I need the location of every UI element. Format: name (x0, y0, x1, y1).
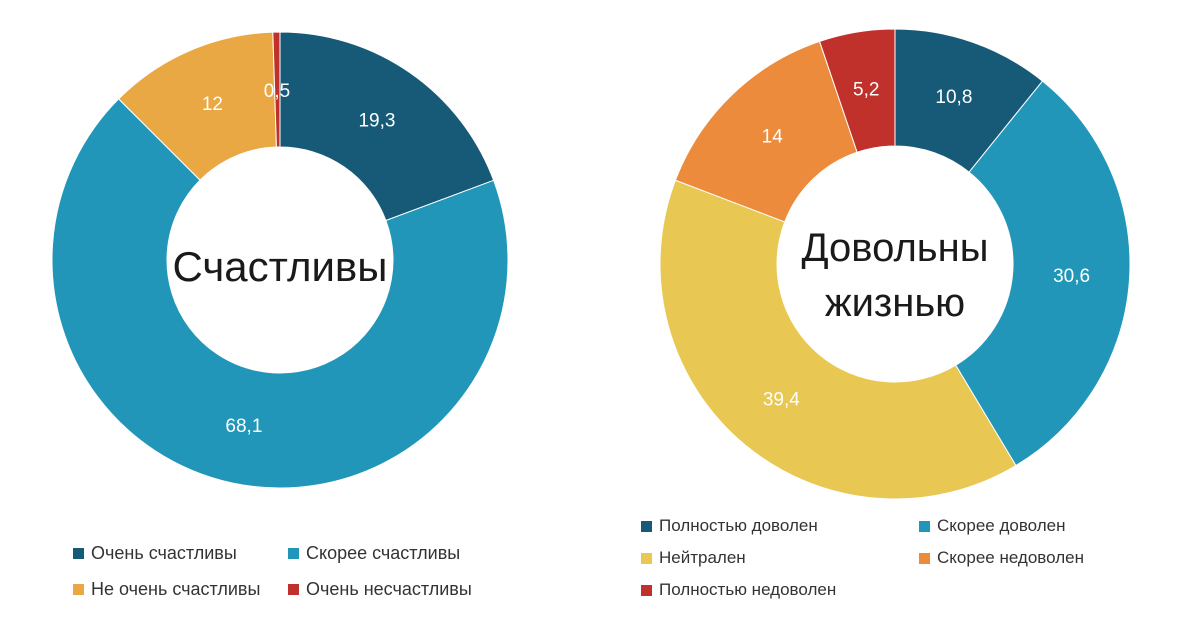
legend-swatch (641, 584, 652, 596)
legend-swatch (641, 520, 652, 532)
legend-entry: Нейтрален (641, 548, 746, 568)
legend-swatch (919, 552, 930, 564)
legend-swatch (288, 548, 299, 559)
legend-swatch (288, 584, 299, 595)
legend-entry: Полностью недоволен (641, 580, 836, 600)
data-label: 0,5 (264, 81, 290, 102)
donut-slice (279, 31, 495, 222)
legend-label: Очень несчастливы (306, 579, 472, 599)
legend-swatch (641, 552, 652, 564)
legend-label: Нейтрален (659, 548, 746, 567)
donut-slice (51, 98, 509, 489)
chart-title: Довольны (802, 226, 989, 270)
donut-slice (659, 179, 1017, 500)
legend-entry: Скорее недоволен (919, 548, 1084, 568)
donut-satisfaction: 10,8 30,6 39,4 14 5,2 Довольны жизнью (659, 28, 1131, 500)
data-label: 10,8 (935, 87, 972, 108)
donut-slice (955, 80, 1131, 467)
donut-slice (818, 28, 896, 153)
legend-entry: Очень счастливы (73, 543, 237, 564)
data-label: 5,2 (853, 79, 879, 100)
chart-title: жизнью (825, 281, 965, 325)
legend-entry: Полностью доволен (641, 516, 818, 536)
legend-label: Полностью доволен (659, 516, 818, 535)
legend-label: Скорее недоволен (937, 548, 1084, 567)
legend-label: Скорее счастливы (306, 543, 461, 563)
legend-label: Очень счастливы (91, 543, 237, 563)
legend-entry: Скорее доволен (919, 516, 1066, 536)
legend-swatch (73, 548, 84, 559)
data-label: 30,6 (1053, 266, 1090, 287)
legend-swatch (919, 520, 930, 532)
legend-entry: Очень несчастливы (288, 579, 472, 600)
legend-swatch (73, 584, 84, 595)
chart-title: Счастливы (173, 243, 388, 290)
data-label: 68,1 (225, 416, 262, 437)
legend-label: Не очень счастливы (91, 579, 261, 599)
legend-label: Скорее доволен (937, 516, 1066, 535)
data-label: 14 (762, 127, 784, 148)
data-label: 12 (202, 94, 223, 115)
donut-happy: 19,3 68,1 12 0,5 Счастливы (51, 31, 509, 489)
legend-label: Полностью недоволен (659, 580, 837, 599)
donut-slice (674, 40, 858, 223)
data-label: 19,3 (358, 110, 395, 131)
legend-entry: Не очень счастливы (73, 579, 260, 600)
legend-entry: Скорее счастливы (288, 543, 460, 564)
donut-slice (272, 31, 281, 148)
data-label: 39,4 (763, 390, 800, 411)
